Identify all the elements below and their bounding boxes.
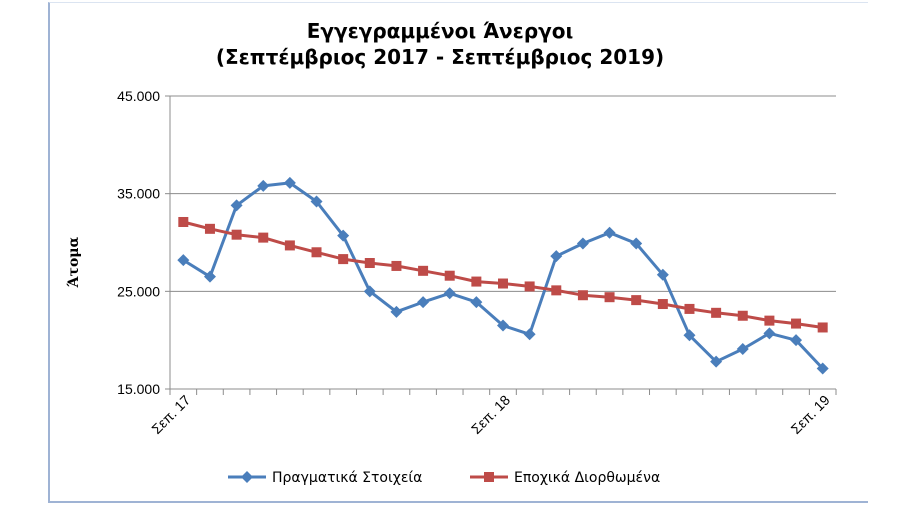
data-point (550, 250, 563, 263)
data-point (203, 270, 216, 283)
data-point (283, 176, 296, 189)
y-tick-label: 25.000 (117, 283, 160, 299)
data-point (311, 247, 322, 258)
data-point (524, 281, 535, 292)
series-group (177, 176, 829, 375)
x-tick-label: Σεπ. 19 (788, 392, 833, 437)
data-point (470, 296, 483, 309)
axes (165, 95, 837, 395)
data-point (417, 296, 430, 309)
series-line (182, 181, 824, 370)
x-tick-label: Σεπ. 17 (148, 392, 193, 437)
x-tick-label: Σεπ. 18 (468, 392, 513, 437)
legend: Πραγματικά Στοιχεία Εποχικά Διορθωμένα (228, 470, 660, 486)
legend-label: Πραγματικά Στοιχεία (272, 470, 422, 486)
data-point (736, 342, 749, 355)
data-point (418, 265, 429, 276)
data-point (683, 329, 696, 342)
data-point (710, 355, 723, 368)
legend-label: Εποχικά Διορθωμένα (514, 470, 660, 486)
data-point (178, 216, 189, 227)
data-point (656, 268, 669, 281)
data-point (551, 285, 562, 296)
data-point (657, 299, 668, 310)
data-point (391, 260, 402, 271)
x-tick-labels: Σεπ. 17 Σεπ. 18 Σεπ. 19 (148, 392, 833, 437)
data-point (816, 362, 829, 375)
data-point (737, 310, 748, 321)
data-point (230, 199, 243, 212)
data-point (363, 285, 376, 298)
data-point (763, 327, 776, 340)
series-line (182, 220, 823, 329)
chart-title: Εγγεγραμμένοι Άνεργοι (307, 19, 574, 43)
data-point (576, 237, 589, 250)
data-point (258, 232, 269, 243)
data-point (498, 278, 508, 289)
data-point (603, 226, 616, 239)
gridlines (170, 95, 836, 292)
data-point (257, 179, 270, 192)
data-point (471, 276, 482, 287)
data-point (817, 322, 828, 333)
data-point (631, 295, 642, 306)
y-tick-label: 15.000 (117, 381, 160, 397)
data-point (791, 318, 802, 329)
y-tick-label: 45.000 (117, 88, 160, 104)
data-point (604, 292, 615, 303)
data-point (444, 270, 455, 281)
data-point (204, 223, 215, 234)
chart-frame (48, 2, 868, 503)
y-tick-labels: 15.000 25.000 35.000 45.000 (117, 88, 160, 397)
data-point (577, 290, 588, 301)
legend-marker (241, 471, 253, 483)
data-point (364, 258, 375, 269)
data-point (630, 237, 643, 250)
data-point (711, 307, 722, 318)
legend-marker (484, 472, 494, 482)
data-point (231, 229, 242, 240)
y-axis-label: Άτομα (66, 236, 82, 288)
data-point (284, 240, 295, 251)
data-point (497, 319, 509, 332)
data-point (443, 287, 456, 300)
data-point (684, 303, 695, 314)
data-point (338, 254, 349, 265)
data-point (177, 254, 190, 267)
data-point (337, 229, 350, 242)
y-tick-label: 35.000 (117, 186, 160, 202)
data-point (764, 315, 775, 326)
data-point (790, 334, 803, 347)
data-point (310, 195, 323, 208)
data-point (390, 305, 403, 318)
data-point (523, 328, 536, 341)
chart-subtitle: (Σεπτέμβριος 2017 - Σεπτέμβριος 2019) (216, 45, 664, 69)
